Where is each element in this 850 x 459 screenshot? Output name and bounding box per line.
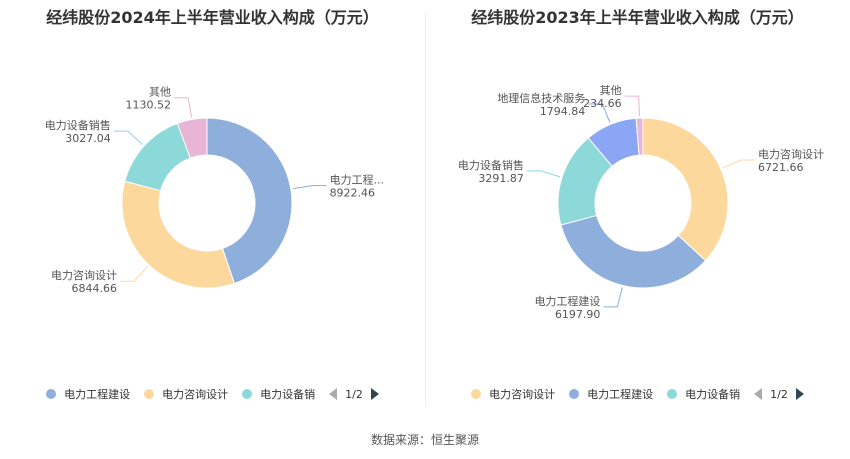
slice-name-label: 电力设备销售 xyxy=(458,158,524,172)
slice-value-label: 6721.66 xyxy=(758,161,804,174)
label-leader-line xyxy=(722,159,755,169)
label-leader-line xyxy=(119,266,148,282)
legend: 电力工程建设 电力咨询设计 电力设备销 1/2 xyxy=(0,384,425,404)
label-leader-line xyxy=(526,170,561,178)
chart-title: 经纬股份2023年上半年营业收入构成（万元） xyxy=(471,8,804,27)
slice-name-label: 电力咨询设计 xyxy=(51,268,117,282)
legend-dot xyxy=(471,389,482,399)
legend-item[interactable]: 电力工程建设 xyxy=(46,386,130,402)
chart-title: 经纬股份2024年上半年营业收入构成（万元） xyxy=(46,8,379,27)
legend-label: 电力工程建设 xyxy=(64,388,131,401)
data-source: 数据来源：恒生聚源 xyxy=(370,433,479,447)
legend-dot xyxy=(667,389,678,399)
legend-label: 电力咨询设计 xyxy=(162,388,229,401)
label-leader-line xyxy=(588,103,611,123)
legend-item[interactable]: 电力工程建设 xyxy=(569,386,653,402)
label-leader-line xyxy=(624,95,640,117)
slice-value-label: 1794.84 xyxy=(540,105,586,118)
prev-page-icon[interactable] xyxy=(329,388,338,400)
slice-value-label: 1130.52 xyxy=(126,99,172,112)
chart-panel-2023: 经纬股份2023年上半年营业收入构成（万元） 电力咨询设计 6721.66 电力工程… xyxy=(425,0,850,420)
legend-item[interactable]: 电力咨询设计 xyxy=(471,386,555,402)
prev-page-icon[interactable] xyxy=(754,388,763,400)
slice-name-label: 其他 xyxy=(149,86,171,99)
legend-dot xyxy=(46,389,57,399)
slice-name-label: 电力工程... xyxy=(330,174,385,187)
legend-pager: 1/2 xyxy=(329,388,379,401)
chart-panel-2024: 经纬股份2024年上半年营业收入构成（万元） 电力工程... 8922.46 电力咨… xyxy=(0,0,425,420)
legend-dot xyxy=(144,389,155,399)
legend-label: 电力设备销 xyxy=(260,388,316,401)
pie-slice[interactable] xyxy=(642,117,729,262)
legend-page-number: 1/2 xyxy=(345,387,363,401)
slice-value-label: 234.66 xyxy=(583,97,622,110)
slice-name-label: 其他 xyxy=(600,84,622,97)
pie-slice[interactable] xyxy=(121,180,236,289)
slice-name-label: 地理信息技术服务 xyxy=(497,91,585,105)
slice-value-label: 6844.66 xyxy=(71,282,117,295)
next-page-icon[interactable] xyxy=(795,388,804,400)
slice-name-label: 电力工程建设 xyxy=(534,294,600,308)
label-leader-line xyxy=(174,97,193,118)
slice-name-label: 电力设备销售 xyxy=(45,118,111,132)
pie-slice[interactable] xyxy=(635,117,644,156)
slice-value-label: 6197.90 xyxy=(555,308,601,321)
panel-divider xyxy=(425,12,426,407)
legend-item[interactable]: 电力咨询设计 xyxy=(144,386,228,402)
pie-slice[interactable] xyxy=(206,117,293,285)
label-leader-line xyxy=(292,185,327,190)
legend-item[interactable]: 电力设备销 xyxy=(242,386,315,402)
legend-page-number: 1/2 xyxy=(770,387,788,401)
legend: 电力咨询设计 电力工程建设 电力设备销 1/2 xyxy=(425,384,850,404)
pie-slice[interactable] xyxy=(176,117,208,159)
next-page-icon[interactable] xyxy=(370,388,379,400)
legend-item[interactable]: 电力设备销 xyxy=(667,386,740,402)
slice-value-label: 8922.46 xyxy=(330,187,376,200)
legend-pager: 1/2 xyxy=(754,388,804,401)
label-leader-line xyxy=(113,130,143,145)
label-leader-line xyxy=(603,287,623,308)
pie-slice[interactable] xyxy=(124,122,191,192)
slice-value-label: 3291.87 xyxy=(478,172,524,185)
slice-value-label: 3027.04 xyxy=(65,132,111,145)
legend-label: 电力工程建设 xyxy=(587,388,654,401)
legend-dot xyxy=(242,389,253,399)
pie-slice[interactable] xyxy=(560,214,707,289)
legend-label: 电力咨询设计 xyxy=(489,388,556,401)
legend-dot xyxy=(569,389,580,399)
legend-label: 电力设备销 xyxy=(685,388,741,401)
slice-name-label: 电力咨询设计 xyxy=(758,147,824,161)
